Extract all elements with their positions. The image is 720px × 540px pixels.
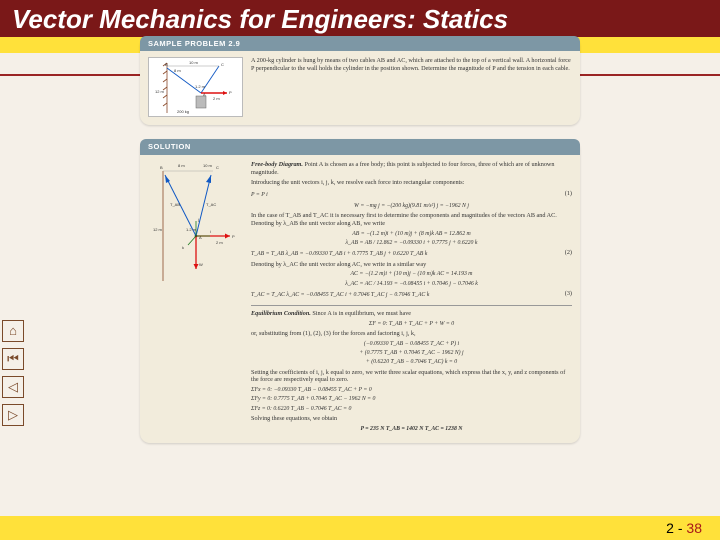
eq-lambdaAB: λ_AB = AB / 12.862 = −0.09330 i + 0.7775…	[251, 240, 572, 247]
eq-f2: + (0.7775 T_AB + 0.7046 T_AC − 1962 N) j	[251, 350, 572, 357]
nav-buttons: ⌂ ⏮ ◁ ▷	[0, 320, 24, 426]
svg-text:8 m: 8 m	[178, 163, 185, 168]
svg-text:1.2 m: 1.2 m	[186, 227, 197, 232]
svg-text:P: P	[232, 234, 235, 239]
nav-prev-button[interactable]: ◁	[2, 376, 24, 398]
svg-text:2 m: 2 m	[216, 240, 223, 245]
prev-icon: ◁	[8, 379, 18, 395]
bottom-bar	[0, 516, 720, 540]
solve-text: Solving these equations, we obtain	[251, 415, 572, 423]
first-icon: ⏮	[7, 351, 19, 367]
svg-text:i: i	[210, 229, 211, 234]
svg-text:k: k	[182, 245, 184, 250]
equil-head: Equilibrium Condition.	[251, 310, 311, 317]
problem-statement: A 200-kg cylinder is hung by means of tw…	[251, 57, 572, 117]
problem-diagram: BCA 10 m8 m P 2 m 200 kg 1.2 m 12 m	[148, 57, 243, 117]
eq-TAC: T_AC = T_AC λ_AC = −0.08455 T_AC i + 0.7…	[251, 292, 565, 299]
page-sep: -	[674, 520, 686, 536]
svg-text:10 m: 10 m	[203, 163, 213, 168]
next-icon: ▷	[8, 407, 18, 423]
eq-tag-1: (1)	[565, 190, 572, 201]
nav-next-button[interactable]: ▷	[2, 404, 24, 426]
svg-text:12 m: 12 m	[155, 89, 165, 94]
svg-text:B: B	[165, 62, 168, 67]
svg-text:W: W	[199, 262, 203, 267]
nav-first-button[interactable]: ⏮	[2, 348, 24, 370]
free-body-diagram: 12 m BC 8 m10 m A T_AB T_AC	[148, 161, 243, 296]
svg-text:T_AB: T_AB	[170, 202, 180, 207]
eq-lambdaAC: λ_AC = AC / 14.193 = −0.08455 i + 0.7046…	[251, 281, 572, 288]
svg-text:T_AC: T_AC	[206, 202, 216, 207]
page-chapter: 2	[666, 520, 674, 536]
solution-text: Free-body Diagram. Point A is chosen as …	[251, 161, 572, 435]
eq-sy: ΣFy = 0: 0.7775 T_AB + 0.7046 T_AC − 196…	[251, 396, 572, 403]
sub-text: or, substituting from (1), (2), (3) for …	[251, 330, 572, 338]
svg-text:P: P	[229, 90, 232, 95]
svg-text:2 m: 2 m	[213, 96, 220, 101]
cable-intro: In the case of T_AB and T_AC it is neces…	[251, 212, 572, 228]
svg-text:8 m: 8 m	[174, 68, 181, 73]
divider	[251, 305, 572, 306]
problem-panel: SAMPLE PROBLEM 2.9 BCA 10 m8 m	[140, 36, 580, 125]
eq-f1: (−0.09330 T_AB − 0.08455 T_AC + P) i	[251, 341, 572, 348]
scalar-text: Setting the coefficients of i, j, k equa…	[251, 369, 572, 385]
page-index: 38	[686, 520, 702, 536]
svg-text:B: B	[160, 165, 163, 170]
eq-sx: ΣFx = 0: −0.09330 T_AB − 0.08455 T_AC + …	[251, 387, 572, 394]
nav-home-button[interactable]: ⌂	[2, 320, 24, 342]
eq-AB: AB = −(1.2 m)i + (10 m)j + (8 m)k AB = 1…	[251, 231, 572, 238]
home-icon: ⌂	[9, 323, 17, 339]
equil-text: Since A is in equilibrium, we must have	[312, 310, 411, 317]
svg-text:C: C	[221, 62, 224, 67]
svg-text:10 m: 10 m	[189, 60, 199, 65]
page-title: Vector Mechanics for Engineers: Statics	[12, 4, 508, 34]
content-area: SAMPLE PROBLEM 2.9 BCA 10 m8 m	[140, 36, 580, 443]
solution-heading: SOLUTION	[140, 139, 580, 154]
answer: P = 235 N T_AB = 1402 N T_AC = 1238 N	[251, 426, 572, 433]
svg-text:1.2 m: 1.2 m	[195, 84, 206, 89]
eq-TAB: T_AB = T_AB λ_AB = −0.09330 T_AB i + 0.7…	[251, 251, 565, 258]
eq-tag-3: (3)	[565, 290, 572, 301]
svg-text:200 kg: 200 kg	[177, 109, 189, 114]
fbd-intro2: Introducing the unit vectors i, j, k, we…	[251, 179, 572, 187]
slide: Vector Mechanics for Engineers: Statics …	[0, 0, 720, 540]
eq-sigmaF: ΣF = 0: T_AB + T_AC + P + W = 0	[251, 321, 572, 328]
page-number: 2 - 38	[666, 520, 702, 536]
svg-text:C: C	[216, 165, 219, 170]
solution-panel: SOLUTION 12 m BC 8 m10 m A	[140, 139, 580, 442]
eq-sz: ΣFz = 0: 0.6220 T_AB − 0.7046 T_AC = 0	[251, 406, 572, 413]
eq-f3: + (0.6220 T_AB − 0.7046 T_AC) k = 0	[251, 359, 572, 366]
fbd-title: Free-body Diagram.	[251, 161, 303, 168]
AC-intro: Denoting by λ_AC the unit vector along A…	[251, 261, 572, 269]
eq-AC: AC = −(1.2 m)i + (10 m)j − (10 m)k AC = …	[251, 271, 572, 278]
problem-heading: SAMPLE PROBLEM 2.9	[140, 36, 580, 51]
eq-P: P = P i	[251, 192, 268, 199]
title-bar: Vector Mechanics for Engineers: Statics	[0, 0, 720, 37]
eq-W: W = −mg j = −(200 kg)(9.81 m/s²) j = −19…	[251, 203, 572, 210]
eq-tag-2: (2)	[565, 249, 572, 260]
svg-text:12 m: 12 m	[153, 227, 163, 232]
svg-text:j: j	[197, 217, 199, 222]
